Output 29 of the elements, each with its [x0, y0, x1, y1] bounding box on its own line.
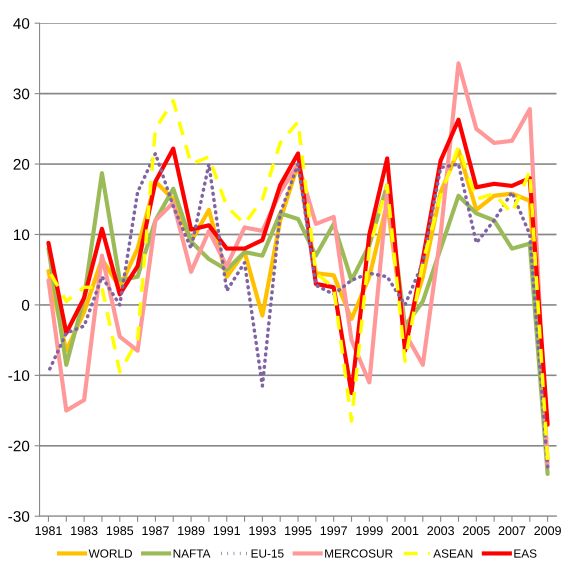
x-tick-label: 1993	[249, 526, 276, 536]
y-tick-label: 10	[14, 229, 30, 240]
x-tick-label: 1997	[320, 526, 347, 536]
y-tick-label: 20	[14, 158, 30, 170]
legend-label: EAS	[514, 549, 536, 558]
legend-label: WORLD	[88, 549, 132, 558]
x-tick-label: 2005	[463, 526, 490, 536]
x-tick-label: 2003	[427, 526, 454, 536]
x-tick-label: 1989	[178, 526, 204, 536]
x-tick-label: 1981	[36, 526, 62, 536]
x-tick-label: 1983	[71, 526, 98, 536]
x-tick-label: 2009	[534, 526, 561, 536]
y-tick-label: -20	[8, 440, 30, 452]
x-tick-label: 1991	[214, 526, 240, 536]
legend-label: NAFTA	[174, 549, 210, 558]
y-tick-label: 40	[13, 18, 30, 29]
x-tick-label: 2007	[498, 526, 526, 536]
x-tick-label: 1985	[106, 526, 134, 536]
y-tick-label: 30	[13, 88, 30, 100]
x-tick-label: 2001	[392, 526, 418, 536]
x-tick-label: 1999	[356, 526, 383, 536]
legend-label: EU-15	[252, 549, 284, 558]
y-tick-label: -30	[8, 511, 30, 522]
x-tick-label: 1987	[142, 526, 169, 536]
y-tick-label: 0	[22, 300, 30, 311]
legend-label: MERCOSUR	[325, 549, 393, 558]
legend-label: ASEAN	[433, 549, 472, 558]
y-tick-label: -10	[8, 370, 30, 382]
x-tick-label: 1995	[285, 526, 312, 536]
